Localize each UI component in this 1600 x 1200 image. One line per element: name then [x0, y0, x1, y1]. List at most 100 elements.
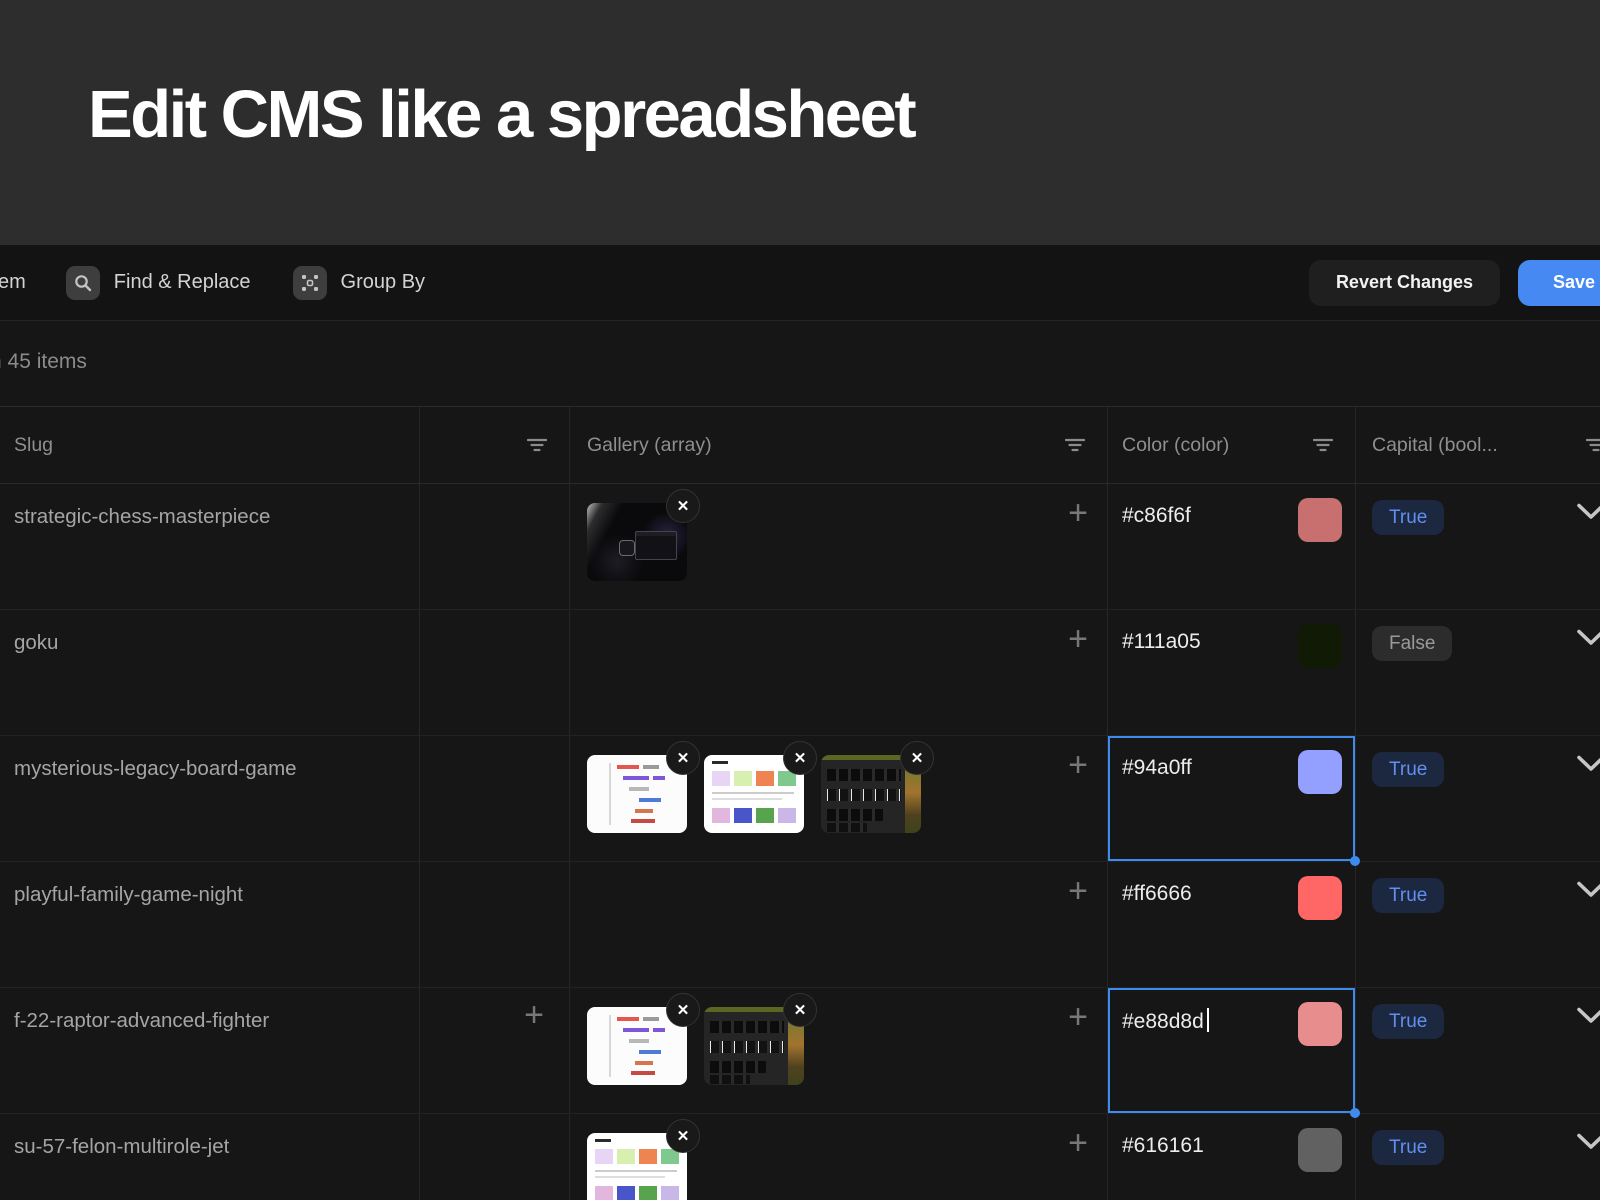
selection-handle[interactable]	[1350, 856, 1360, 866]
add-gallery-image-icon[interactable]: +	[1068, 872, 1088, 910]
add-gallery-image-icon[interactable]: +	[1068, 1124, 1088, 1162]
add-gallery-image-icon[interactable]: +	[1068, 620, 1088, 658]
color-swatch[interactable]	[1298, 498, 1342, 542]
color-cell[interactable]: #111a05	[1108, 610, 1356, 735]
gallery-thumbnails: ✕ ✕	[587, 993, 817, 1085]
add-image-icon[interactable]: +	[524, 996, 544, 1034]
color-hex-value: #616161	[1122, 1134, 1204, 1157]
save-button[interactable]: Save	[1518, 259, 1600, 306]
slug-text: goku	[14, 631, 59, 654]
selection-handle[interactable]	[1350, 1108, 1360, 1118]
filter-icon[interactable]	[526, 437, 548, 453]
add-gallery-image-icon[interactable]: +	[1068, 494, 1088, 532]
extra-cell[interactable]	[420, 484, 570, 609]
gallery-thumbnail-wrap: ✕	[587, 741, 700, 833]
revert-changes-button[interactable]: Revert Changes	[1308, 259, 1500, 306]
remove-image-button[interactable]: ✕	[900, 741, 934, 775]
remove-image-button[interactable]: ✕	[666, 993, 700, 1027]
gallery-thumbnail[interactable]	[587, 755, 687, 833]
color-hex-value: #e88d8d	[1122, 1008, 1209, 1034]
slug-cell[interactable]: strategic-chess-masterpiece	[0, 484, 420, 609]
column-header-gallery[interactable]: Gallery (array)	[570, 407, 1108, 483]
remove-image-button[interactable]: ✕	[666, 489, 700, 523]
group-by-button[interactable]: Group By	[340, 271, 426, 293]
column-header-extra[interactable]	[420, 407, 570, 483]
gallery-thumbnail-wrap: ✕	[587, 993, 700, 1085]
chevron-down-icon[interactable]	[1576, 628, 1600, 647]
column-header-color[interactable]: Color (color)	[1108, 407, 1356, 483]
boolean-badge[interactable]: True	[1372, 752, 1445, 787]
gallery-cell[interactable]: ✕ +	[570, 1114, 1108, 1200]
chevron-down-icon[interactable]	[1576, 502, 1600, 521]
boolean-badge[interactable]: True	[1372, 878, 1445, 913]
slug-cell[interactable]: mysterious-legacy-board-game	[0, 736, 420, 861]
slug-text: f-22-raptor-advanced-fighter	[14, 1009, 270, 1032]
remove-image-button[interactable]: ✕	[783, 993, 817, 1027]
gallery-cell[interactable]: ✕ ✕ +	[570, 988, 1108, 1113]
close-icon: ✕	[676, 497, 690, 515]
gallery-thumbnail[interactable]	[587, 503, 687, 581]
close-icon: ✕	[793, 749, 807, 767]
filter-icon[interactable]	[1064, 437, 1086, 453]
slug-cell[interactable]: playful-family-game-night	[0, 862, 420, 987]
gallery-cell[interactable]: ✕ ✕ ✕ +	[570, 736, 1108, 861]
capital-cell[interactable]: True	[1356, 988, 1600, 1113]
find-replace-button[interactable]: Find & Replace	[113, 271, 251, 293]
color-hex-value: #111a05	[1122, 630, 1201, 653]
extra-cell[interactable]	[420, 862, 570, 987]
capital-cell[interactable]: True	[1356, 736, 1600, 861]
boolean-badge[interactable]: True	[1372, 500, 1445, 535]
slug-cell[interactable]: f-22-raptor-advanced-fighter	[0, 988, 420, 1113]
boolean-badge[interactable]: True	[1372, 1004, 1445, 1039]
add-item-label-partial[interactable]: em	[0, 271, 26, 293]
slug-text: playful-family-game-night	[14, 883, 244, 906]
chevron-down-icon[interactable]	[1576, 1006, 1600, 1025]
table-row: playful-family-game-night + #ff6666 True	[0, 862, 1600, 988]
capital-cell[interactable]: True	[1356, 484, 1600, 609]
add-gallery-image-icon[interactable]: +	[1068, 998, 1088, 1036]
find-replace-icon[interactable]	[65, 265, 100, 300]
color-cell[interactable]: #616161	[1108, 1114, 1356, 1200]
chevron-down-icon[interactable]	[1576, 880, 1600, 899]
extra-cell[interactable]: +	[420, 988, 570, 1113]
filter-icon[interactable]	[1312, 437, 1334, 453]
color-cell[interactable]: #e88d8d	[1108, 988, 1360, 1118]
column-header-slug[interactable]: Slug	[0, 407, 420, 483]
filter-icon[interactable]	[1585, 437, 1600, 453]
chevron-down-icon[interactable]	[1576, 754, 1600, 773]
extra-cell[interactable]	[420, 610, 570, 735]
group-by-icon[interactable]	[292, 265, 327, 300]
slug-cell[interactable]: goku	[0, 610, 420, 735]
extra-cell[interactable]	[420, 1114, 570, 1200]
color-hex-value: #c86f6f	[1122, 504, 1191, 527]
table-row: mysterious-legacy-board-game ✕ ✕ ✕ + #94a0ff T…	[0, 736, 1600, 866]
remove-image-button[interactable]: ✕	[666, 741, 700, 775]
color-cell[interactable]: #ff6666	[1108, 862, 1356, 987]
capital-cell[interactable]: True	[1356, 1114, 1600, 1200]
capital-cell[interactable]: False	[1356, 610, 1600, 735]
color-swatch[interactable]	[1298, 1002, 1342, 1046]
gallery-thumbnails: ✕	[587, 1119, 700, 1200]
gallery-cell[interactable]: ✕ +	[570, 484, 1108, 609]
extra-cell[interactable]	[420, 736, 570, 861]
color-cell[interactable]: #c86f6f	[1108, 484, 1356, 609]
slug-cell[interactable]: su-57-felon-multirole-jet	[0, 1114, 420, 1200]
color-swatch[interactable]	[1298, 624, 1342, 668]
chevron-down-icon[interactable]	[1576, 1132, 1600, 1151]
column-header-capital[interactable]: Capital (bool...	[1356, 407, 1600, 483]
slug-text: mysterious-legacy-board-game	[14, 757, 297, 780]
color-cell[interactable]: #94a0ff	[1108, 736, 1360, 866]
boolean-badge[interactable]: True	[1372, 1130, 1445, 1165]
color-swatch[interactable]	[1298, 1128, 1342, 1172]
add-gallery-image-icon[interactable]: +	[1068, 746, 1088, 784]
boolean-badge[interactable]: False	[1372, 626, 1453, 661]
remove-image-button[interactable]: ✕	[666, 1119, 700, 1153]
gallery-cell[interactable]: +	[570, 862, 1108, 987]
remove-image-button[interactable]: ✕	[783, 741, 817, 775]
table-row: f-22-raptor-advanced-fighter + ✕ ✕ + #e88d8d T…	[0, 988, 1600, 1118]
gallery-cell[interactable]: +	[570, 610, 1108, 735]
color-swatch[interactable]	[1298, 750, 1342, 794]
capital-cell[interactable]: True	[1356, 862, 1600, 987]
color-swatch[interactable]	[1298, 876, 1342, 920]
